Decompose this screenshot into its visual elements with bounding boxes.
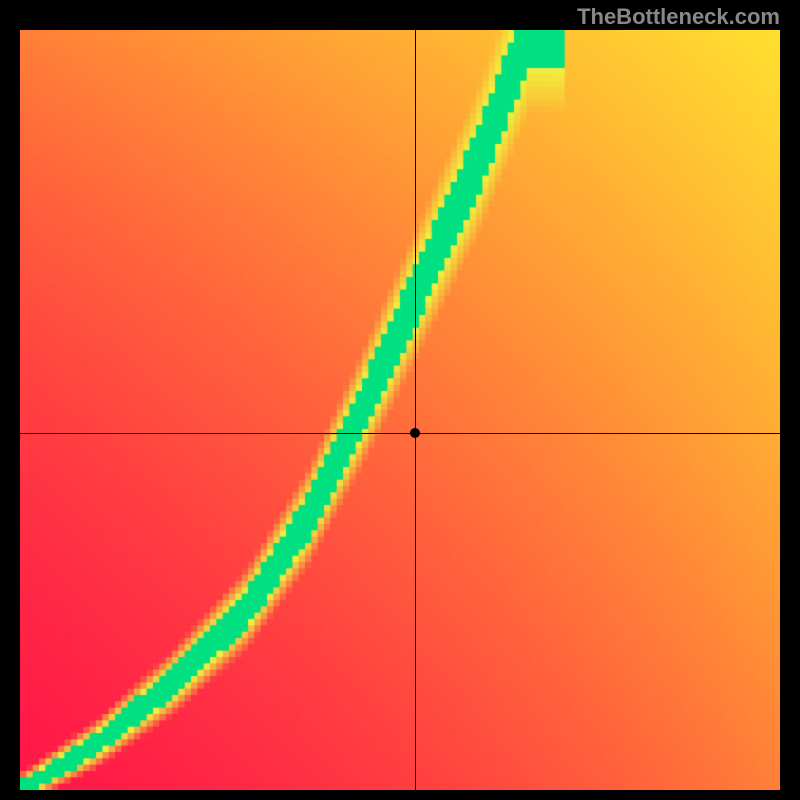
watermark-text: TheBottleneck.com xyxy=(577,4,780,30)
heatmap-plot xyxy=(20,30,780,790)
crosshair-horizontal xyxy=(20,433,780,434)
marker-dot xyxy=(410,428,420,438)
heatmap-canvas xyxy=(20,30,780,790)
crosshair-vertical xyxy=(415,30,416,790)
